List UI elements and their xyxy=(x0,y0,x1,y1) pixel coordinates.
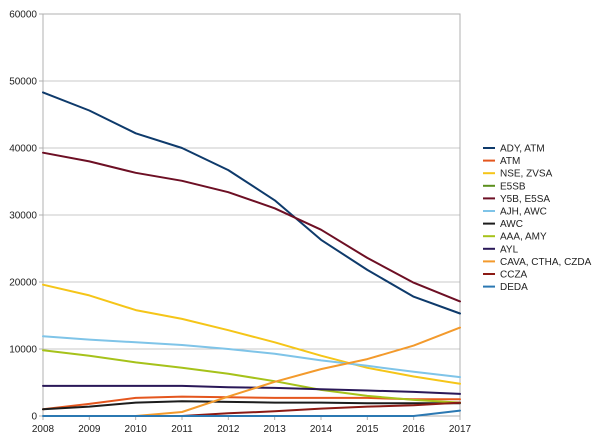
y-tick-label: 0 xyxy=(31,412,37,423)
series-line xyxy=(42,409,461,417)
y-tick-label: 20000 xyxy=(9,278,37,289)
x-tick-label: 2011 xyxy=(171,424,193,435)
x-tick-label: 2016 xyxy=(403,424,426,435)
series-line xyxy=(42,283,461,385)
series-line xyxy=(42,384,461,395)
legend-label: E5SB xyxy=(500,181,526,192)
legend-label: CCZA xyxy=(500,270,528,281)
y-tick-label: 10000 xyxy=(9,345,37,356)
legend-label: AAA, AMY xyxy=(500,232,547,243)
axes: 0 10000 20000 30000 40000 50000 60000 2008 2009 2… xyxy=(9,10,471,436)
legend-label: CAVA, CTHA, CZDA xyxy=(500,257,592,268)
x-tick-label: 2010 xyxy=(125,424,148,435)
series-line xyxy=(42,91,461,315)
x-tick-label: 2009 xyxy=(78,424,101,435)
series-line xyxy=(42,349,461,404)
series-line xyxy=(181,401,461,417)
x-tick-label: 2015 xyxy=(356,424,379,435)
x-tick-label: 2008 xyxy=(32,424,55,435)
series-line xyxy=(42,335,461,379)
y-tick-label: 50000 xyxy=(9,77,37,88)
legend-label: AWC xyxy=(500,219,523,230)
legend-label: ATM xyxy=(500,156,520,167)
series-line xyxy=(42,151,461,303)
legend-label: DEDA xyxy=(500,282,528,293)
legend-label: AJH, AWC xyxy=(500,207,547,218)
legend-label: Y5B, E5SA xyxy=(500,194,550,205)
series-line xyxy=(42,400,461,411)
y-tick-label: 40000 xyxy=(9,144,37,155)
legend-label: ADY, ATM xyxy=(500,144,545,155)
series-line xyxy=(134,326,461,417)
x-tick-label: 2014 xyxy=(310,424,333,435)
legend-label: AYL xyxy=(500,244,519,255)
series-lines xyxy=(42,91,461,417)
x-tick-label: 2012 xyxy=(217,424,240,435)
x-tick-label: 2017 xyxy=(449,424,472,435)
x-tick-label: 2013 xyxy=(264,424,287,435)
legend-label: NSE, ZVSA xyxy=(500,169,553,180)
y-tick-label: 60000 xyxy=(9,10,37,21)
y-tick-label: 30000 xyxy=(9,211,37,222)
